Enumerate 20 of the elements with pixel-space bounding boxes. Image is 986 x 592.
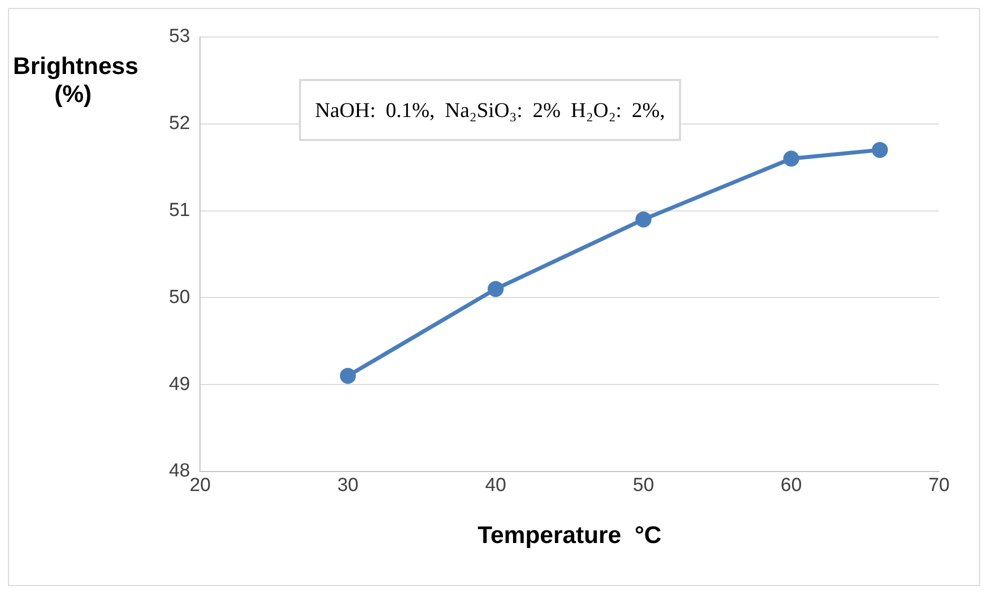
point [872, 142, 888, 158]
x-axis-title: Temperature °C [478, 522, 662, 550]
y-tick-label: 51 [168, 200, 190, 221]
y-tick-label: 52 [168, 113, 190, 134]
x-tick-label: 30 [337, 475, 358, 496]
point [340, 368, 356, 384]
x-tick-label: 20 [190, 475, 211, 496]
y-tick-label: 48 [168, 460, 190, 482]
annotation: NaOH: 0.1%, Na₂SiO₃: 2% H₂O₂: 2%, [299, 79, 681, 141]
point [635, 211, 652, 228]
y-tick-label: 50 [168, 286, 190, 308]
x-tick-label: 70 [928, 475, 950, 496]
point [488, 280, 504, 297]
x-tick-label: 60 [780, 475, 802, 496]
x-tick-label: 50 [632, 475, 654, 496]
x-tick-label: 40 [485, 475, 506, 496]
y-tick-label: 53 [168, 26, 190, 48]
point [783, 150, 800, 167]
y-axis-title: Brightness (%) [13, 53, 138, 109]
y-tick-label: 49 [168, 374, 190, 395]
